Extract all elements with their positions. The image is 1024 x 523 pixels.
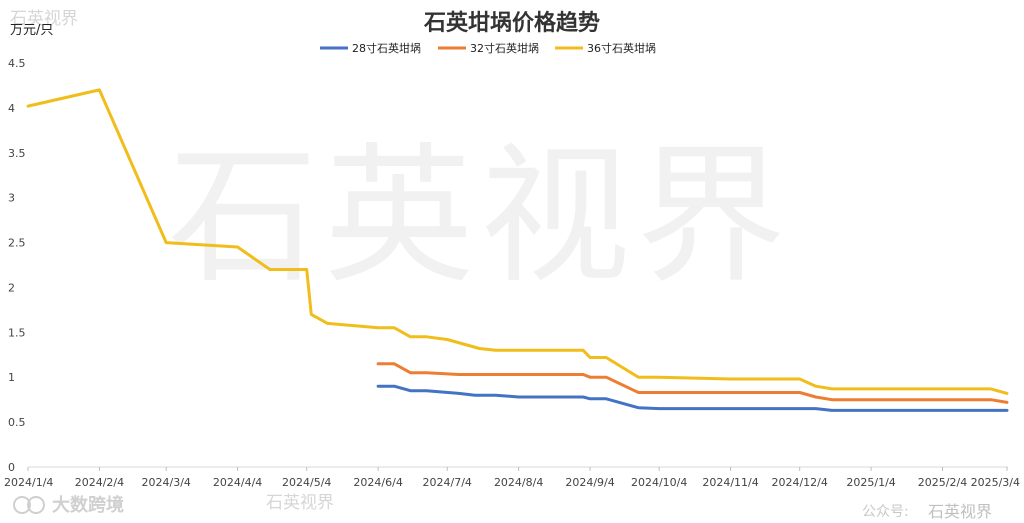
x-tick-label: 2024/9/4 bbox=[565, 476, 614, 489]
legend-label-28: 28寸石英坩埚 bbox=[352, 41, 421, 55]
x-tick-label: 2024/8/4 bbox=[494, 476, 543, 489]
series-line-28 bbox=[376, 384, 1009, 412]
y-tick-label: 4 bbox=[8, 102, 15, 115]
legend-item-32[interactable]: 32寸石英坩埚 bbox=[438, 41, 539, 55]
y-axis-ticks: 0 0.5 1 1.5 2 2.5 3 3.5 4 4.5 bbox=[8, 57, 26, 474]
x-tick-label: 2024/10/4 bbox=[631, 476, 687, 489]
y-tick-label: 2 bbox=[8, 281, 15, 294]
series-line-32 bbox=[376, 362, 1009, 404]
brand-watermark: 大数跨境 bbox=[13, 494, 124, 516]
y-tick-label: 1.5 bbox=[8, 326, 26, 339]
x-tick-label: 2024/4/4 bbox=[213, 476, 262, 489]
top-left-watermark: 石英视界 bbox=[10, 9, 78, 29]
legend-label-32: 32寸石英坩埚 bbox=[470, 41, 539, 55]
x-tick-label: 2025/1/4 bbox=[846, 476, 895, 489]
x-tick-label: 2024/12/4 bbox=[771, 476, 827, 489]
x-tick-label: 2024/6/4 bbox=[353, 476, 402, 489]
brand-logo-icon bbox=[13, 496, 45, 514]
legend-item-36[interactable]: 36寸石英坩埚 bbox=[555, 41, 656, 55]
center-watermark: 石英视界 bbox=[168, 130, 792, 304]
x-tick-label: 2025/3/4 bbox=[971, 476, 1020, 489]
bottom-center-watermark: 石英视界 bbox=[266, 493, 334, 513]
y-axis-label: 万元/只 bbox=[10, 23, 53, 38]
x-tick-label: 2024/5/4 bbox=[282, 476, 331, 489]
x-tick-label: 2024/2/4 bbox=[75, 476, 124, 489]
legend-label-36: 36寸石英坩埚 bbox=[587, 41, 656, 55]
account-name: 石英视界 bbox=[928, 502, 992, 521]
y-tick-label: 3.5 bbox=[8, 147, 26, 160]
series-lines bbox=[26, 88, 1009, 412]
x-tick-label: 2024/7/4 bbox=[423, 476, 472, 489]
legend-item-28[interactable]: 28寸石英坩埚 bbox=[320, 41, 421, 55]
y-tick-label: 2.5 bbox=[8, 237, 26, 250]
x-axis-ticks: 2024/1/4 2024/2/4 2024/3/4 2024/4/4 2024/5/4… bbox=[4, 467, 1020, 489]
x-tick-label: 2024/1/4 bbox=[4, 476, 53, 489]
series-line-36 bbox=[26, 88, 1009, 395]
x-tick-label: 2025/2/4 bbox=[918, 476, 967, 489]
y-tick-label: 4.5 bbox=[8, 57, 26, 70]
legend: 28寸石英坩埚 32寸石英坩埚 36寸石英坩埚 bbox=[320, 41, 656, 55]
x-tick-label: 2024/3/4 bbox=[142, 476, 191, 489]
y-tick-label: 3 bbox=[8, 192, 15, 205]
brand-text: 大数跨境 bbox=[52, 494, 124, 516]
account-label: 公众号: bbox=[862, 504, 909, 520]
y-tick-label: 0.5 bbox=[8, 416, 26, 429]
y-tick-label: 1 bbox=[8, 371, 15, 384]
x-tick-label: 2024/11/4 bbox=[702, 476, 758, 489]
y-tick-label: 0 bbox=[8, 461, 15, 474]
chart-title: 石英坩埚价格趋势 bbox=[423, 10, 600, 36]
